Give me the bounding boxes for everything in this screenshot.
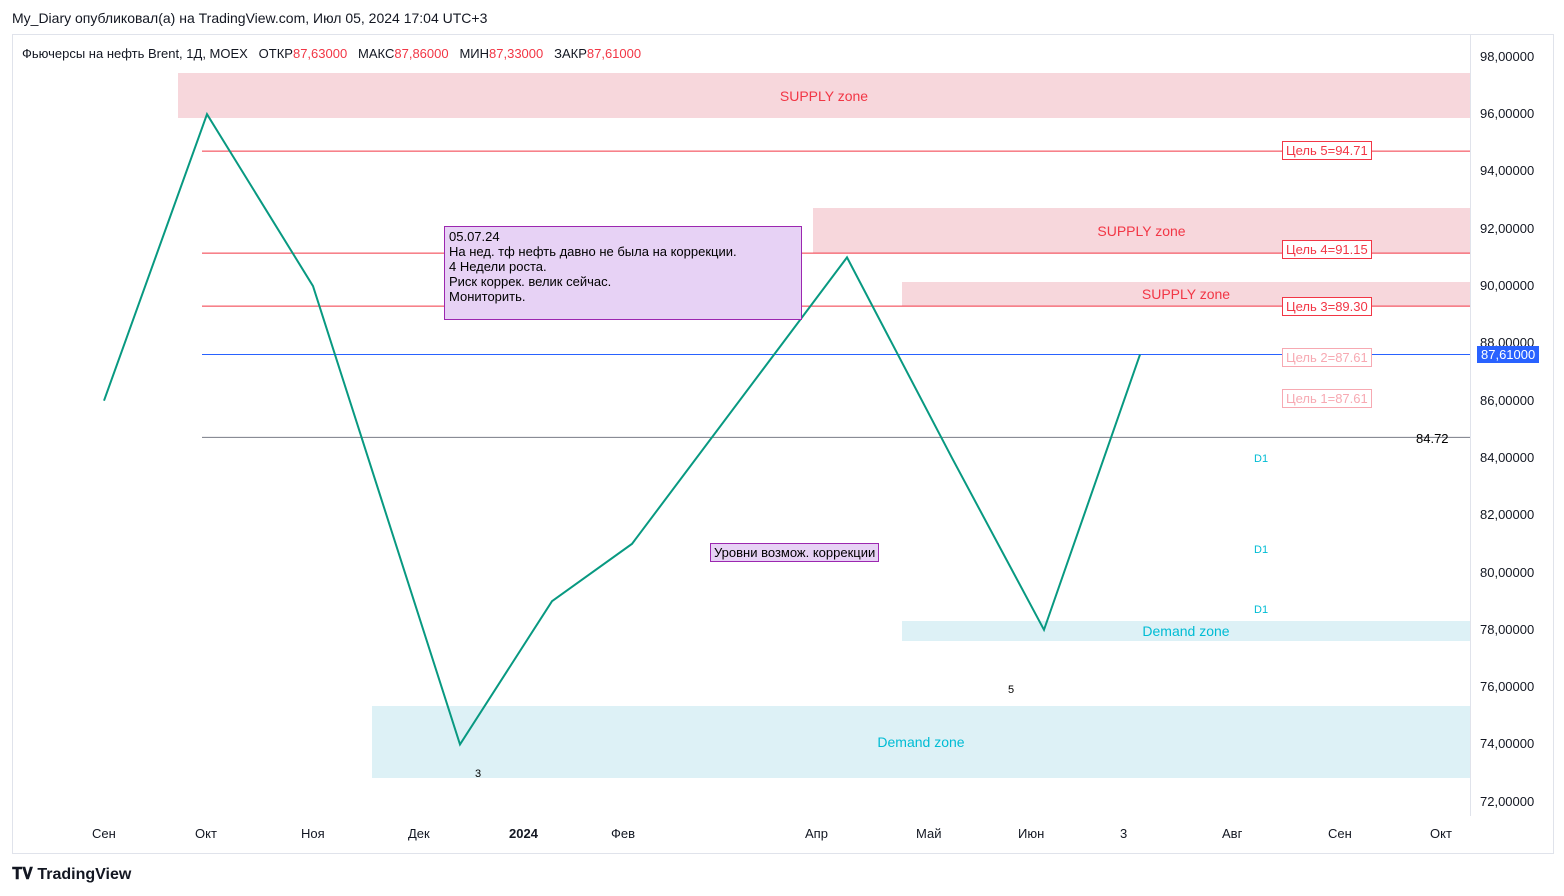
supply-zone-label: SUPPLY zone: [1141, 286, 1231, 302]
x-tick-label: 2024: [509, 826, 538, 841]
low-value: 87,33000: [489, 46, 544, 61]
y-tick-label: 86,00000: [1480, 392, 1535, 408]
y-tick-label: 84,00000: [1480, 449, 1535, 465]
low-label: МИН: [459, 46, 490, 61]
note-line: 05.07.24: [449, 229, 500, 244]
y-tick-label: 92,00000: [1480, 220, 1535, 236]
note-line: Риск коррек. велик сейчас.: [449, 274, 612, 289]
note-line: Мониторить.: [449, 289, 526, 304]
tradingview-logo[interactable]: 𝐓𝐕 TradingView: [12, 866, 131, 884]
note-line: На нед. тф нефть давно не была на коррек…: [449, 244, 737, 259]
y-tick-label: 72,00000: [1480, 793, 1535, 809]
tv-icon: 𝐓𝐕: [12, 866, 38, 883]
x-tick-label: Авг: [1222, 826, 1243, 841]
y-tick-label: 98,00000: [1480, 48, 1535, 64]
demand-zone-bottom: Demand zone: [372, 706, 1470, 778]
close-label: ЗАКР: [554, 46, 587, 61]
demand-zone-label: Demand zone: [1142, 623, 1230, 639]
supply-zone-label: SUPPLY zone: [1097, 222, 1186, 239]
level-84-72: 84.72: [1416, 431, 1449, 446]
demand-zone-label: Demand zone: [877, 734, 965, 750]
y-tick-label: 80,00000: [1480, 564, 1535, 580]
chart-frame: [12, 34, 1554, 854]
symbol-title: Фьючерсы на нефть Brent, 1Д, MOEX: [22, 46, 248, 61]
correction-label: Уровни возмож. коррекции: [710, 543, 880, 562]
x-tick-label: Апр: [805, 826, 828, 841]
price-axis[interactable]: [1470, 34, 1553, 816]
symbol-info: Фьючерсы на нефть Brent, 1Д, MOEX ОТКР87…: [22, 46, 641, 61]
x-tick-label: Дек: [408, 826, 430, 841]
target-1: Цель 1=87.61: [1282, 389, 1372, 408]
x-tick-label: Сен: [1328, 826, 1352, 841]
x-tick-label: 3: [1120, 826, 1128, 841]
price-series: [103, 111, 1141, 747]
y-tick-label: 94,00000: [1480, 163, 1535, 179]
open-label: ОТКР: [258, 46, 293, 61]
x-tick-label: Окт: [195, 826, 217, 841]
supply-zone-top: SUPPLY zone: [178, 73, 1470, 118]
y-tick-label: 90,00000: [1480, 278, 1535, 294]
open-value: 87,63000: [292, 46, 348, 61]
wave-3-label: 3: [475, 768, 482, 780]
logo-text: TradingView: [37, 866, 132, 883]
high-value: 87,86000: [394, 46, 449, 61]
close-value: 87,61000: [586, 46, 642, 61]
y-tick-label: 82,00000: [1480, 507, 1535, 523]
target-5: Цель 5=94.71: [1282, 141, 1372, 160]
x-tick-label: Окт: [1430, 826, 1452, 841]
chart-plot: [103, 111, 1470, 747]
analysis-note: 05.07.24 На нед. тф нефть давно не была …: [444, 226, 802, 320]
supply-zone-label: SUPPLY zone: [779, 87, 869, 104]
d1-label: D1: [1254, 604, 1269, 616]
supply-zone-low: SUPPLY zone: [902, 282, 1470, 306]
demand-zone-mid: Demand zone: [902, 621, 1470, 641]
x-tick-label: Ноя: [301, 826, 325, 841]
x-tick-label: Июн: [1018, 826, 1045, 841]
target-4: Цель 4=91.15: [1282, 240, 1372, 259]
last-price-tag: 87,61000: [1477, 346, 1540, 363]
y-tick-label: 76,00000: [1480, 679, 1535, 695]
wave-5-label: 5: [1008, 684, 1015, 696]
high-label: МАКС: [358, 46, 395, 61]
d1-label: D1: [1254, 453, 1269, 465]
y-tick-label: 96,00000: [1480, 106, 1535, 122]
publisher-line: My_Diary опубликовал(а) на TradingView.c…: [12, 10, 488, 26]
level-lines: [202, 150, 1470, 438]
d1-label: D1: [1254, 544, 1269, 556]
x-tick-label: Сен: [92, 826, 116, 841]
target-3: Цель 3=89.30: [1282, 297, 1372, 316]
y-tick-label: 74,00000: [1480, 736, 1535, 752]
target-2: Цель 2=87.61: [1282, 348, 1372, 367]
y-tick-label: 78,00000: [1480, 621, 1535, 637]
x-tick-label: Май: [916, 826, 942, 841]
x-tick-label: Фев: [611, 826, 636, 841]
note-line: 4 Недели роста.: [449, 259, 547, 274]
